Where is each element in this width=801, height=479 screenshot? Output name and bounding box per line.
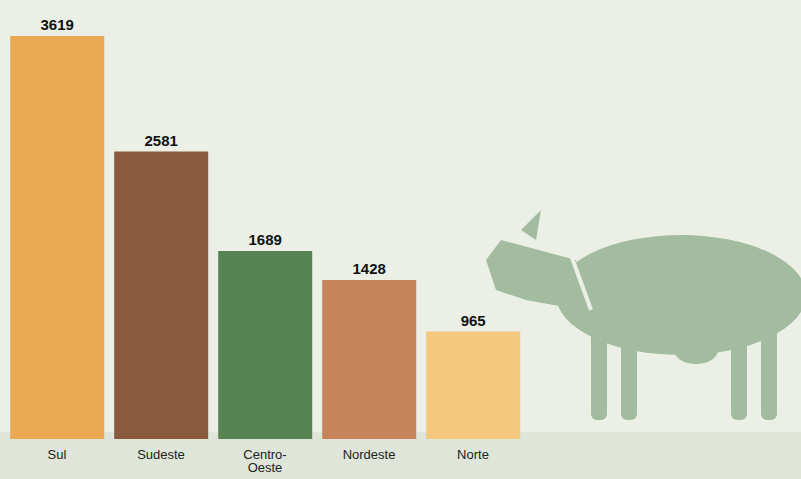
svg-text:3619: 3619 [41,16,74,33]
svg-text:Centro-Oeste: Centro-Oeste [243,447,286,475]
svg-text:Nordeste: Nordeste [343,447,396,462]
svg-text:Sul: Sul [48,447,67,462]
svg-text:Norte: Norte [457,447,489,462]
svg-text:2581: 2581 [145,132,178,149]
svg-text:965: 965 [461,312,486,329]
svg-text:1689: 1689 [249,231,282,248]
svg-text:Sudeste: Sudeste [137,447,185,462]
svg-text:1428: 1428 [353,260,386,277]
